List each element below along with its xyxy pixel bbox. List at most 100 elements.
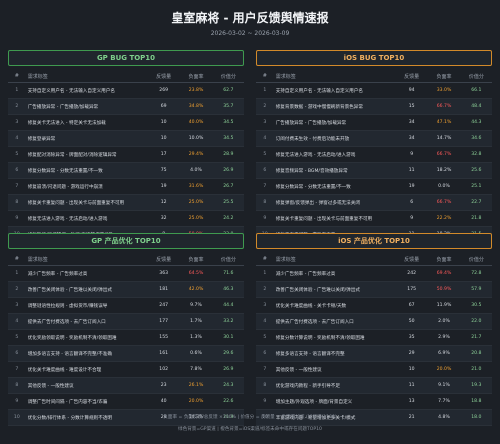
column-header: 价值分 <box>212 253 244 266</box>
row: 9 调整广告时间间隔 - 广告内容不当/诈骗 40 20.0% 22.6 <box>8 393 244 410</box>
cell: 提供去广告付费选项 - 去广告订阅入口 <box>25 313 149 330</box>
cell: 67 <box>396 297 428 314</box>
cell: 7.8% <box>179 361 213 378</box>
cell: 22.0 <box>460 313 492 330</box>
cell: 9 <box>256 393 274 410</box>
column-header: 反馈量 <box>396 70 428 83</box>
row: 7 修复分数异常 - 分数无法重置/不一致 19 0.0% 25.1 <box>256 178 492 195</box>
cell: 25.6 <box>460 162 492 179</box>
cell: 修复弹窗/反馈弹出 - 弹窗过多或无法关闭 <box>273 194 397 211</box>
cell: 22.6 <box>212 393 244 410</box>
row: 8 修复弹窗/反馈弹出 - 弹窗过多或无法关闭 6 66.7% 22.7 <box>256 194 492 211</box>
cell: 14.7% <box>427 130 461 147</box>
cell: 1.3% <box>179 329 213 346</box>
row: 5 修复配对消除异常 - 牌面配对/消除逻辑异常 17 29.4% 28.9 <box>8 146 244 163</box>
cell: 9 <box>256 210 274 227</box>
cell: 175 <box>396 281 428 298</box>
cell: 25.0% <box>179 210 213 227</box>
cell: 21.7 <box>460 329 492 346</box>
cell: 11 <box>396 162 428 179</box>
cell: 31.6% <box>179 178 213 195</box>
cell: 调整谜语性拉规则 - 虚拟货币/赚钱误导 <box>25 297 149 314</box>
row: 1 减少广告频率 - 广告频率过高 242 69.4% 72.8 <box>256 265 492 282</box>
column-header: 反馈量 <box>148 70 180 83</box>
cell: 181 <box>148 281 180 298</box>
cell: 66.7% <box>427 98 461 115</box>
cell: 9.7% <box>179 297 213 314</box>
cell: 21.9 <box>212 409 244 426</box>
cell: 0.6% <box>179 345 213 362</box>
cell: 19 <box>396 178 428 195</box>
cell: 8 <box>256 377 274 394</box>
cell: 支持自定义用户名 - 无法输入自定义用户名 <box>25 82 149 99</box>
cell: 支持自定义用户名 - 无法输入自定义用户名 <box>273 82 397 99</box>
row: 6 修复音频异常 - BGM/音效播放异常 11 18.2% 25.6 <box>256 162 492 179</box>
cell: 33.0% <box>427 82 461 99</box>
cell: 4 <box>256 130 274 147</box>
cell: 242 <box>396 265 428 282</box>
column-header: 需求标签 <box>273 253 397 266</box>
row: 7 其他反馈 - 一般性建议 10 20.0% 21.0 <box>256 361 492 378</box>
cell: 21.0 <box>460 361 492 378</box>
cell: 9.1% <box>427 377 461 394</box>
cell: 18.0 <box>460 409 492 426</box>
cell: 269 <box>148 82 180 99</box>
cell: 4 <box>8 313 26 330</box>
row: 2 改善广告关闭体验 - 广告难以关闭/弹出式 181 42.0% 46.3 <box>8 281 244 298</box>
cell: 28.9 <box>212 146 244 163</box>
row: 9 增加主题/外观选项 - 牌面/背景自定义 13 7.7% 18.8 <box>256 393 492 410</box>
column-header: 负面率 <box>427 70 461 83</box>
cell: 修复分数异常 - 分数无法重置/不一致 <box>25 162 149 179</box>
row: 6 修复多语言支持 - 语言翻译不完整 29 6.9% 20.8 <box>256 345 492 362</box>
cell: 66.1 <box>460 82 492 99</box>
cell: 25.5 <box>212 194 244 211</box>
cell: 363 <box>148 265 180 282</box>
cell: 32 <box>148 210 180 227</box>
row: 5 优化奖励领取说明 - 奖励机制不清/领取困难 155 1.3% 30.1 <box>8 329 244 346</box>
cell: 优化分数/排行体系 - 分数计算规则不透明 <box>25 409 149 426</box>
cell: 19.3 <box>460 377 492 394</box>
cell: 修复音频异常 - BGM/音效播放异常 <box>273 162 397 179</box>
column-header: 价值分 <box>460 70 492 83</box>
cell: 修复多语言支持 - 语言翻译不完整 <box>273 345 397 362</box>
cell: 修复背景数据 - 游戏中慢慢刷新背景色异常 <box>273 98 397 115</box>
date-range: 2026-03-02 ~ 2026-03-09 <box>210 30 290 37</box>
cell: 修复分数异常 - 分数无法重置/不一致 <box>273 178 397 195</box>
cell: 8 <box>256 194 274 211</box>
header-row: # 需求标签 反馈量 负面率 价值分 <box>8 253 244 266</box>
table: # 需求标签 反馈量 负面率 价值分 1 支持自定义用户名 - 无法输入自定义用户名 94 33… <box>256 70 492 243</box>
row: 4 提供去广告付费选项 - 去广告订阅入口 50 2.0% 22.0 <box>256 313 492 330</box>
column-header: 价值分 <box>460 253 492 266</box>
cell: 20.0% <box>427 361 461 378</box>
cell: 优化游戏内教程 - 新手引导不足 <box>273 377 397 394</box>
cell: 44.3 <box>460 114 492 131</box>
cell: 增加多语言支持 - 语言翻译不完整/不准确 <box>25 345 149 362</box>
cell: 102 <box>148 361 180 378</box>
cell: 22.7 <box>460 194 492 211</box>
cell: 24.3 <box>212 377 244 394</box>
cell: 7 <box>8 361 26 378</box>
cell: 3 <box>8 114 26 131</box>
cell: 40 <box>148 393 180 410</box>
cell: 35.7 <box>212 98 244 115</box>
cell: 24.2 <box>212 210 244 227</box>
cell: 42.0% <box>179 281 213 298</box>
cell: 62.7 <box>212 82 244 99</box>
cell: 10 <box>256 409 274 426</box>
cell: 优化关卡难度曲线 - 关卡卡顿/天数 <box>273 297 397 314</box>
cell: 29.4% <box>179 146 213 163</box>
cell: 1 <box>256 82 274 99</box>
column-header: # <box>256 253 274 266</box>
cell: 订阅付费未生效 - 付费后功能未开放 <box>273 130 397 147</box>
cell: 10 <box>148 130 180 147</box>
footnote: 负面率 = 负面反馈/总反馈 ×100% | 价值分 = 反馈量 × 负面率加权… <box>163 415 337 420</box>
row: 2 广告播放异常 - 广告播放/加载异常 69 34.8% 35.7 <box>8 98 244 115</box>
cell: 34 <box>396 130 428 147</box>
cell: 12 <box>148 194 180 211</box>
cell: 32.8 <box>460 146 492 163</box>
cell: 7 <box>256 361 274 378</box>
column-header: 反馈量 <box>148 253 180 266</box>
row: 5 修复无法进入游戏 - 无法启动/进入游戏 9 66.7% 32.8 <box>256 146 492 163</box>
row: 10 优化分数/排行体系 - 分数计算规则不透明 28 14.3% 21.9 <box>8 409 244 426</box>
row: 7 修复崩溃/闪退问题 - 游戏运行中崩溃 19 31.6% 26.7 <box>8 178 244 195</box>
